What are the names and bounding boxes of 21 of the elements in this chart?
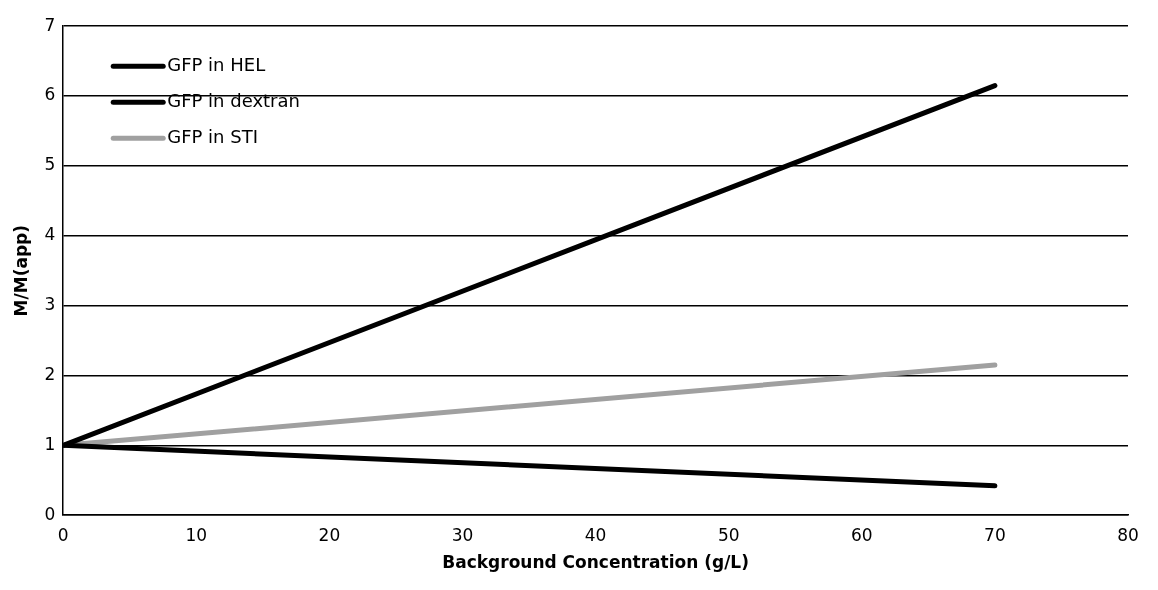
- y-axis-title: M/M(app): [10, 225, 31, 317]
- x-tick-label: 20: [318, 524, 341, 545]
- y-tick-label: 6: [44, 84, 56, 105]
- x-tick-label: 10: [185, 524, 208, 545]
- x-tick-label: 40: [584, 524, 607, 545]
- y-tick-label: 2: [44, 363, 56, 384]
- y-tick-label: 5: [44, 154, 56, 175]
- y-tick-label: 3: [44, 294, 56, 315]
- legend-label: GFP in STI: [167, 125, 258, 147]
- x-tick-label: 50: [717, 524, 740, 545]
- legend-label: GFP in HEL: [167, 53, 266, 75]
- x-tick-label: 0: [57, 524, 69, 545]
- y-tick-label: 7: [44, 14, 56, 35]
- y-tick-label: 1: [44, 433, 56, 454]
- x-tick-label: 70: [984, 524, 1006, 545]
- y-tick-label: 0: [44, 503, 56, 524]
- x-tick-label: 60: [850, 524, 873, 545]
- x-tick-label: 30: [451, 524, 474, 545]
- x-tick-label: 80: [1117, 524, 1139, 545]
- y-tick-label: 4: [44, 224, 56, 245]
- x-axis-title: Background Concentration (g/L): [442, 552, 749, 573]
